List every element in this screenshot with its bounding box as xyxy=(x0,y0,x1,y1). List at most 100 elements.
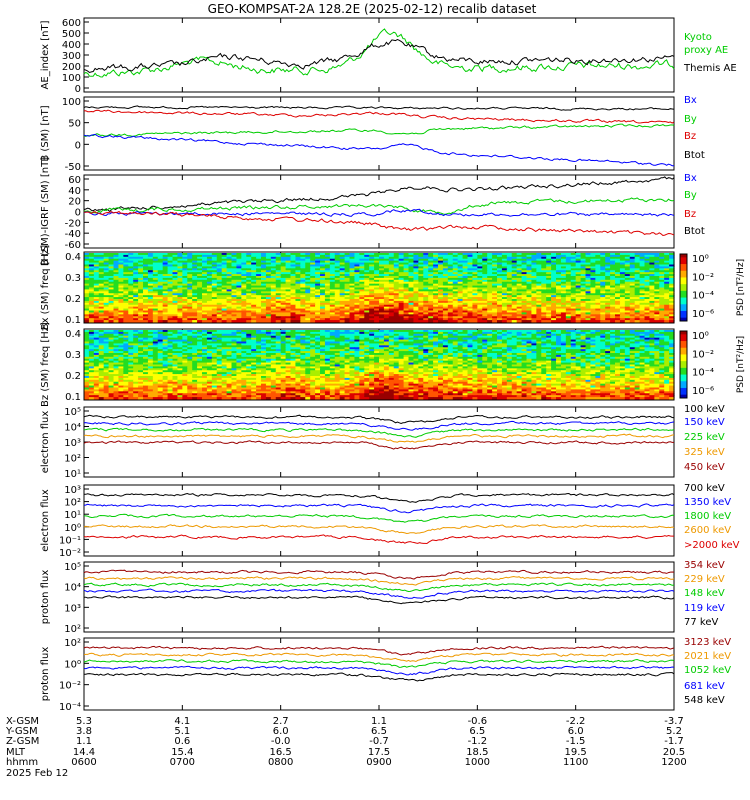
spectrogram-cell xyxy=(157,260,164,264)
spectrogram-cell xyxy=(138,254,144,258)
spectrogram-cell xyxy=(280,287,287,291)
spectrogram-cell xyxy=(147,308,154,312)
spectrogram-cell xyxy=(664,306,670,310)
spectrogram-cell xyxy=(492,262,498,266)
spectrogram-cell xyxy=(477,295,483,298)
spectrogram-cell xyxy=(467,289,474,292)
spectrogram-cell xyxy=(334,262,341,266)
spectrogram-cell xyxy=(192,308,198,312)
spectrogram-cell xyxy=(433,299,439,302)
spectrogram-cell xyxy=(526,293,533,296)
spectrogram-cell xyxy=(206,308,213,312)
spectrogram-cell xyxy=(570,277,577,281)
spectrogram-cell xyxy=(93,312,100,315)
spectrogram-cell xyxy=(619,281,626,285)
spectrogram-cell xyxy=(600,304,606,308)
spectrogram-cell xyxy=(93,256,100,260)
spectrogram-cell xyxy=(202,254,208,258)
spectrogram-cell xyxy=(172,295,179,298)
spectrogram-cell xyxy=(501,266,508,269)
spectrogram-cell xyxy=(295,308,301,312)
spectrogram-cell xyxy=(418,308,424,312)
spectrogram-cell xyxy=(624,264,631,268)
spectrogram-cell xyxy=(167,300,174,304)
spectrogram-cell xyxy=(472,279,478,283)
spectrogram-cell xyxy=(600,283,606,287)
spectrogram-cell xyxy=(364,272,370,275)
spectrogram-cell xyxy=(246,281,252,285)
spectrogram-cell xyxy=(418,260,424,264)
spectrogram-cell xyxy=(202,287,208,291)
spectrogram-cell xyxy=(541,279,547,283)
spectrogram-cell xyxy=(433,297,439,300)
spectrogram-cell xyxy=(393,272,400,275)
spectrogram-cell xyxy=(560,266,567,269)
spectrogram-cell xyxy=(398,276,405,279)
y-tick-label: -60 xyxy=(65,240,81,251)
spectrogram-cell xyxy=(133,277,139,281)
spectrogram-cell xyxy=(438,270,444,273)
spectrogram-cell xyxy=(98,279,105,283)
spectrogram-cell xyxy=(570,289,577,292)
spectrogram-cell xyxy=(315,331,321,335)
spectrogram-cell xyxy=(206,266,213,269)
spectrogram-cell xyxy=(157,306,164,310)
spectrogram-cell xyxy=(192,253,198,256)
spectrogram-cell xyxy=(320,333,326,337)
spectrogram-cell xyxy=(182,314,188,317)
spectrogram-cell xyxy=(84,333,90,337)
spectrogram-cell xyxy=(506,279,513,283)
spectrogram-cell xyxy=(177,279,183,283)
spectrogram-cell xyxy=(428,272,434,275)
spectrogram-cell xyxy=(575,268,582,271)
spectrogram-cell xyxy=(659,330,665,333)
spectrogram-cell xyxy=(560,276,567,279)
spectrogram-cell xyxy=(398,268,405,271)
spectrogram-cell xyxy=(192,330,198,333)
spectrogram-cell xyxy=(521,299,528,302)
spectrogram-cell xyxy=(182,262,188,266)
spectrogram-cell xyxy=(128,299,134,302)
spectrogram-cell xyxy=(344,310,351,314)
spectrogram-cell xyxy=(634,264,641,268)
spectrogram-cell xyxy=(447,306,454,310)
spectrogram-cell xyxy=(261,253,267,256)
spectrogram-cell xyxy=(369,335,375,339)
spectrogram-cell xyxy=(103,256,110,260)
spectrogram-cell xyxy=(339,289,346,292)
spectrogram-cell xyxy=(501,318,508,321)
spectrogram-cell xyxy=(320,304,326,308)
spectrogram-cell xyxy=(344,314,351,317)
spectrogram-cell xyxy=(560,258,567,262)
spectrogram-cell xyxy=(369,304,375,308)
spectrogram-cell xyxy=(472,285,478,289)
spectrogram-cell xyxy=(654,279,660,283)
spectrogram-cell xyxy=(133,289,139,292)
spectrogram-cell xyxy=(516,262,523,266)
spectrogram-cell xyxy=(202,270,208,273)
spectrogram-cell xyxy=(501,277,508,281)
spectrogram-cell xyxy=(315,297,321,300)
spectrogram-cell xyxy=(84,295,90,298)
spectrogram-cell xyxy=(226,331,233,335)
spectrogram-cell xyxy=(216,302,223,306)
spectrogram-cell xyxy=(575,256,582,260)
spectrogram-cell xyxy=(320,335,326,339)
spectrogram-cell xyxy=(644,310,651,314)
spectrogram-cell xyxy=(664,289,670,292)
spectrogram-cell xyxy=(162,312,169,315)
spectrogram-cell xyxy=(526,279,533,283)
spectrogram-cell xyxy=(118,277,124,281)
spectrogram-cell xyxy=(565,285,572,289)
spectrogram-cell xyxy=(546,268,552,271)
spectrogram-cell xyxy=(374,277,380,281)
spectrogram-cell xyxy=(649,299,655,302)
spectrogram-cell xyxy=(467,293,474,296)
spectrogram-cell xyxy=(487,253,493,256)
spectrogram-cell xyxy=(438,260,444,264)
spectrogram-cell xyxy=(418,279,424,283)
spectrogram-cell xyxy=(433,306,439,310)
spectrogram-cell xyxy=(231,293,238,296)
spectrogram-cell xyxy=(251,253,257,256)
spectrogram-cell xyxy=(315,277,321,281)
